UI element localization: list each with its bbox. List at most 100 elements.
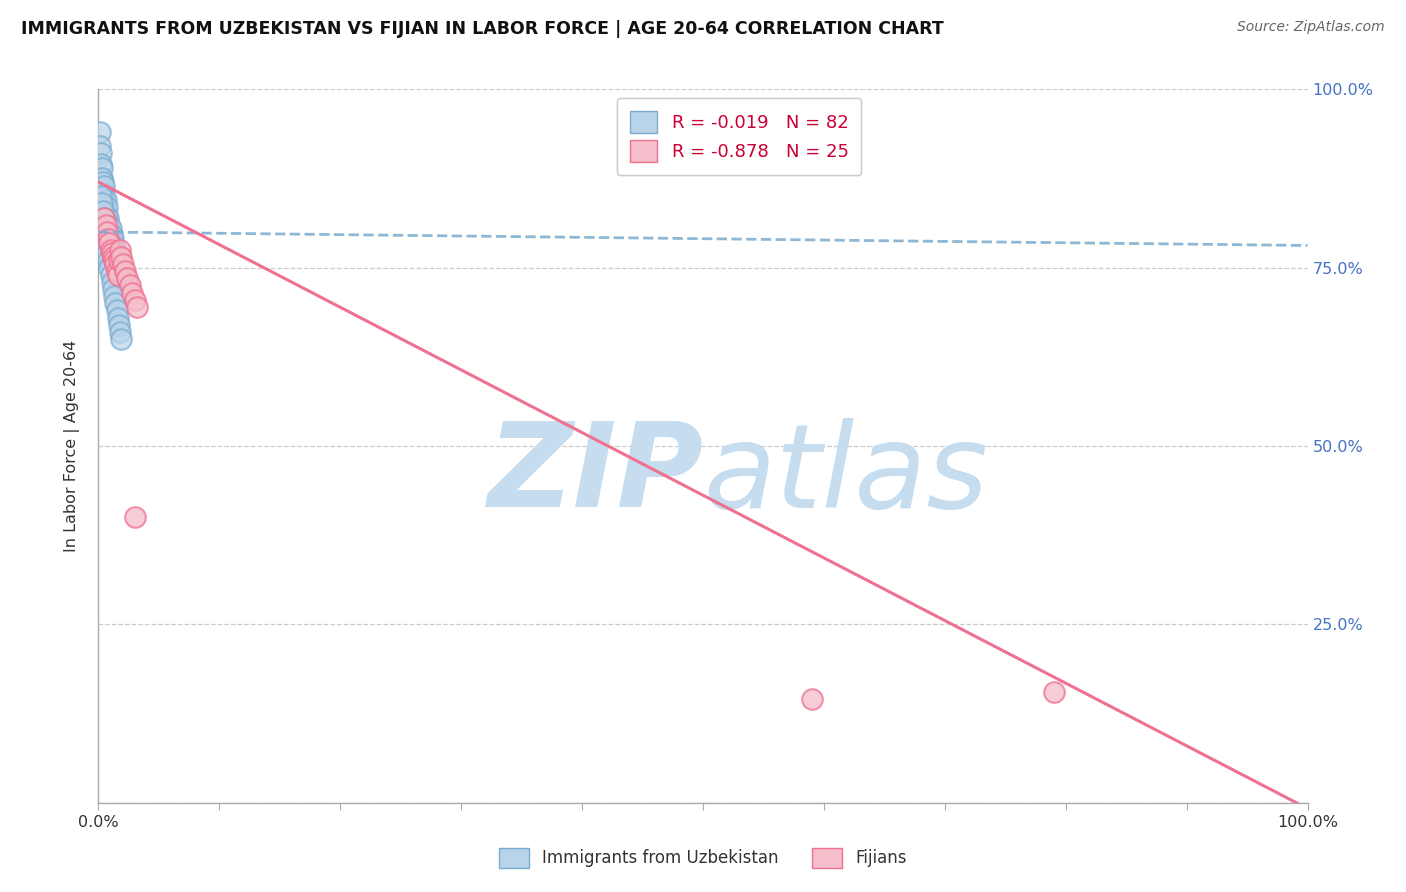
- Point: [104, 243, 127, 257]
- Point: [93, 189, 115, 203]
- Point: [93, 211, 115, 225]
- Point: [114, 271, 136, 285]
- Point: [93, 211, 115, 225]
- Point: [103, 253, 125, 268]
- Point: [94, 193, 117, 207]
- Point: [97, 232, 120, 246]
- Point: [91, 218, 114, 232]
- Point: [90, 211, 112, 225]
- Point: [93, 200, 115, 214]
- Point: [107, 268, 129, 282]
- Point: [103, 250, 125, 264]
- Point: [91, 161, 114, 175]
- Point: [121, 285, 143, 300]
- Point: [97, 221, 120, 235]
- Point: [100, 221, 122, 235]
- Point: [104, 296, 127, 310]
- Point: [94, 218, 117, 232]
- Point: [98, 218, 121, 232]
- Point: [91, 186, 114, 200]
- Text: ZIP: ZIP: [486, 417, 703, 532]
- Point: [93, 232, 115, 246]
- Point: [101, 232, 124, 246]
- Point: [97, 253, 120, 268]
- Point: [101, 253, 124, 268]
- Point: [91, 203, 114, 218]
- Point: [90, 189, 112, 203]
- Point: [100, 268, 122, 282]
- Point: [91, 225, 114, 239]
- Point: [108, 253, 131, 268]
- Point: [93, 178, 115, 193]
- Point: [100, 243, 122, 257]
- Point: [103, 239, 125, 253]
- Point: [100, 253, 122, 268]
- Point: [118, 282, 141, 296]
- Point: [108, 257, 131, 271]
- Point: [100, 228, 122, 243]
- Point: [104, 253, 127, 268]
- Point: [98, 235, 121, 250]
- Point: [108, 243, 131, 257]
- Point: [101, 282, 124, 296]
- Point: [110, 260, 132, 275]
- Point: [114, 264, 136, 278]
- Point: [110, 250, 132, 264]
- Point: [111, 257, 134, 271]
- Point: [111, 264, 134, 278]
- Point: [100, 232, 122, 246]
- Point: [104, 257, 127, 271]
- Point: [96, 225, 118, 239]
- Point: [112, 268, 135, 282]
- Point: [107, 310, 129, 325]
- Point: [98, 260, 121, 275]
- Point: [93, 211, 115, 225]
- Point: [107, 260, 129, 275]
- Point: [98, 228, 121, 243]
- Point: [97, 211, 120, 225]
- Point: [98, 239, 121, 253]
- Point: [96, 232, 118, 246]
- Point: [110, 332, 132, 346]
- Point: [97, 232, 120, 246]
- Point: [118, 278, 141, 293]
- Legend: Immigrants from Uzbekistan, Fijians: Immigrants from Uzbekistan, Fijians: [492, 841, 914, 875]
- Point: [91, 175, 114, 189]
- Point: [105, 257, 128, 271]
- Point: [90, 157, 112, 171]
- Point: [103, 289, 125, 303]
- Point: [107, 250, 129, 264]
- Y-axis label: In Labor Force | Age 20-64: In Labor Force | Age 20-64: [63, 340, 80, 552]
- Point: [96, 211, 118, 225]
- Point: [800, 692, 823, 706]
- Point: [91, 182, 114, 196]
- Point: [108, 268, 131, 282]
- Point: [115, 275, 138, 289]
- Point: [100, 239, 122, 253]
- Point: [127, 300, 149, 314]
- Point: [91, 171, 114, 186]
- Point: [101, 243, 124, 257]
- Point: [91, 196, 114, 211]
- Point: [89, 139, 111, 153]
- Point: [101, 250, 124, 264]
- Text: Source: ZipAtlas.com: Source: ZipAtlas.com: [1237, 20, 1385, 34]
- Point: [91, 196, 114, 211]
- Text: atlas: atlas: [703, 417, 988, 532]
- Point: [89, 203, 111, 218]
- Point: [94, 203, 117, 218]
- Point: [117, 271, 139, 285]
- Point: [108, 253, 131, 268]
- Point: [94, 214, 117, 228]
- Point: [105, 246, 128, 260]
- Point: [1042, 685, 1064, 699]
- Point: [100, 246, 122, 260]
- Point: [124, 293, 146, 307]
- Point: [96, 200, 118, 214]
- Point: [100, 275, 122, 289]
- Point: [90, 146, 112, 161]
- Point: [100, 250, 122, 264]
- Text: IMMIGRANTS FROM UZBEKISTAN VS FIJIAN IN LABOR FORCE | AGE 20-64 CORRELATION CHAR: IMMIGRANTS FROM UZBEKISTAN VS FIJIAN IN …: [21, 20, 943, 37]
- Point: [105, 303, 128, 318]
- Legend: R = -0.019   N = 82, R = -0.878   N = 25: R = -0.019 N = 82, R = -0.878 N = 25: [617, 98, 862, 175]
